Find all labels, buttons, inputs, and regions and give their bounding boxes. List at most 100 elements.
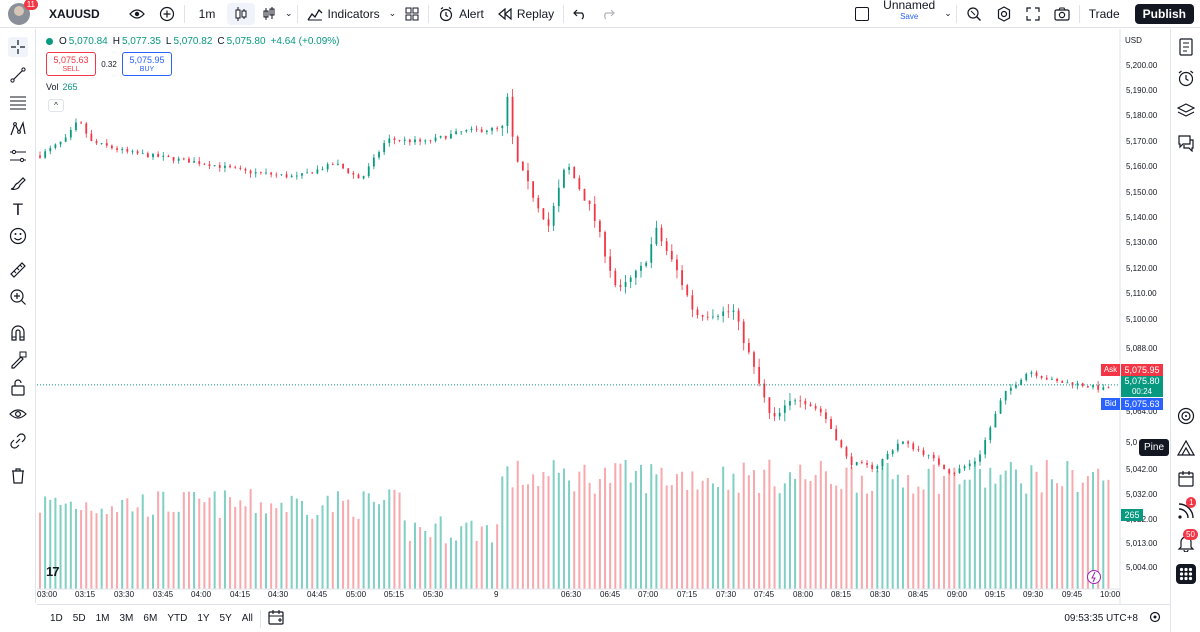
quick-search-icon[interactable] xyxy=(959,0,989,28)
range-button-ytd[interactable]: YTD xyxy=(167,613,188,624)
candle-body xyxy=(475,128,478,130)
alerts-badge: 50 xyxy=(1183,529,1198,540)
volume-bar xyxy=(254,513,257,589)
chevron-down-icon[interactable]: ⌄ xyxy=(388,8,397,18)
volume-bar xyxy=(95,513,98,589)
pattern-icon[interactable] xyxy=(8,119,28,139)
eye-icon[interactable] xyxy=(8,404,28,424)
volume-bar xyxy=(270,503,273,589)
range-button-6m[interactable]: 6M xyxy=(143,613,158,624)
trade-button[interactable]: Trade xyxy=(1088,6,1120,21)
symbol-search[interactable]: XAUUSD xyxy=(49,6,100,21)
layers-icon[interactable] xyxy=(1176,101,1196,121)
volume-bar xyxy=(866,493,869,589)
candle-body xyxy=(372,157,375,167)
volume-bar xyxy=(1004,470,1007,589)
chart-type-icon[interactable] xyxy=(255,0,283,28)
candle-body xyxy=(95,141,98,144)
range-button-1y[interactable]: 1Y xyxy=(197,613,210,624)
clock-timezone[interactable]: 09:53:35 UTC+8 xyxy=(1064,613,1138,624)
tradingview-logo[interactable]: 17 xyxy=(46,564,60,579)
magnet-icon[interactable] xyxy=(8,323,28,343)
layout-checkbox-icon[interactable] xyxy=(848,0,876,28)
candle-body xyxy=(1097,385,1100,390)
user-avatar[interactable]: 11 xyxy=(8,0,38,25)
zoom-in-icon[interactable] xyxy=(8,287,28,307)
range-button-3m[interactable]: 3M xyxy=(119,613,134,624)
news-feed-icon[interactable] xyxy=(1176,501,1196,521)
fullscreen-icon[interactable] xyxy=(1019,0,1047,28)
volume-bar xyxy=(259,502,262,589)
trend-line-icon[interactable] xyxy=(8,65,28,85)
redo-icon[interactable] xyxy=(594,0,622,28)
fib-retracement-icon[interactable] xyxy=(8,92,28,112)
flash-icon[interactable] xyxy=(1087,570,1101,584)
volume-bar xyxy=(177,511,180,589)
chevron-down-icon[interactable]: ⌄ xyxy=(944,8,952,18)
brush-icon[interactable] xyxy=(8,173,28,193)
volume-bar xyxy=(845,467,848,589)
candle-body xyxy=(218,165,221,168)
target-icon[interactable] xyxy=(1176,406,1196,426)
price-axis-label: 5,100.00 xyxy=(1126,315,1158,324)
layout-name-button[interactable]: Unnamed Save xyxy=(876,0,942,28)
ruler-icon[interactable] xyxy=(8,260,28,280)
candles-icon[interactable] xyxy=(227,2,255,25)
range-button-all[interactable]: All xyxy=(241,613,253,624)
candle-body xyxy=(326,164,329,170)
date-range-icon[interactable] xyxy=(263,609,289,628)
text-tool-icon[interactable]: T xyxy=(12,200,24,219)
lock-icon[interactable] xyxy=(8,377,28,397)
currency-label[interactable]: USD xyxy=(1125,36,1142,45)
candle-body xyxy=(1030,372,1033,374)
buy-button[interactable]: 5,075.95 BUY xyxy=(122,52,172,76)
volume-bar xyxy=(583,464,586,589)
volume-bar xyxy=(1081,482,1084,589)
apps-grid-icon[interactable] xyxy=(1176,564,1196,584)
candle-body xyxy=(681,270,683,286)
pine-editor-icon[interactable] xyxy=(1176,438,1196,458)
layout-grid-icon[interactable] xyxy=(398,0,426,28)
last-price-tag: 5,075.80 xyxy=(1121,376,1163,387)
undo-icon[interactable] xyxy=(566,0,594,28)
camera-icon[interactable] xyxy=(1047,0,1077,28)
indicators-button[interactable]: Indicators xyxy=(300,0,387,28)
range-button-1d[interactable]: 1D xyxy=(50,613,63,624)
publish-button[interactable]: Publish xyxy=(1134,3,1194,24)
collapse-legend-button[interactable]: ^ xyxy=(48,99,64,112)
calendar-icon[interactable] xyxy=(1176,469,1196,489)
range-button-5y[interactable]: 5Y xyxy=(219,613,232,624)
emoji-icon[interactable] xyxy=(8,226,28,246)
chart-settings-gear-icon[interactable] xyxy=(1144,611,1166,626)
volume-bar xyxy=(788,472,791,589)
alerts-clock-icon[interactable] xyxy=(1176,68,1196,88)
chat-icon[interactable] xyxy=(1176,133,1196,153)
watchlist-icon[interactable] xyxy=(1176,37,1196,57)
candle-body xyxy=(39,155,41,158)
volume-bar xyxy=(223,490,226,589)
volume-bar xyxy=(69,501,72,589)
interval-button[interactable]: 1m xyxy=(198,6,216,21)
candle-body xyxy=(321,169,324,171)
volume-bar xyxy=(1076,491,1079,589)
range-button-5d[interactable]: 5D xyxy=(72,613,86,624)
link-icon[interactable] xyxy=(8,431,28,451)
alert-button[interactable]: Alert xyxy=(431,0,491,28)
candle-body xyxy=(347,168,350,174)
replay-button[interactable]: Replay xyxy=(491,0,561,28)
forecasting-icon[interactable] xyxy=(8,146,28,166)
price-chart[interactable] xyxy=(37,29,1170,604)
crosshair-icon[interactable] xyxy=(8,37,28,57)
chevron-down-icon[interactable]: ⌄ xyxy=(285,8,293,18)
candle-body xyxy=(188,158,190,163)
volume-bar xyxy=(290,495,293,589)
range-button-1m[interactable]: 1M xyxy=(95,613,110,624)
trash-icon[interactable] xyxy=(8,466,28,486)
sell-button[interactable]: 5,075.63 SELL xyxy=(46,52,96,76)
watch-icon[interactable] xyxy=(122,0,152,28)
lock-drawing-pen-icon[interactable] xyxy=(8,350,28,370)
settings-gear-icon[interactable] xyxy=(989,0,1019,28)
candle-body xyxy=(398,140,401,141)
add-symbol-icon[interactable] xyxy=(152,0,182,28)
candle-body xyxy=(768,397,771,413)
